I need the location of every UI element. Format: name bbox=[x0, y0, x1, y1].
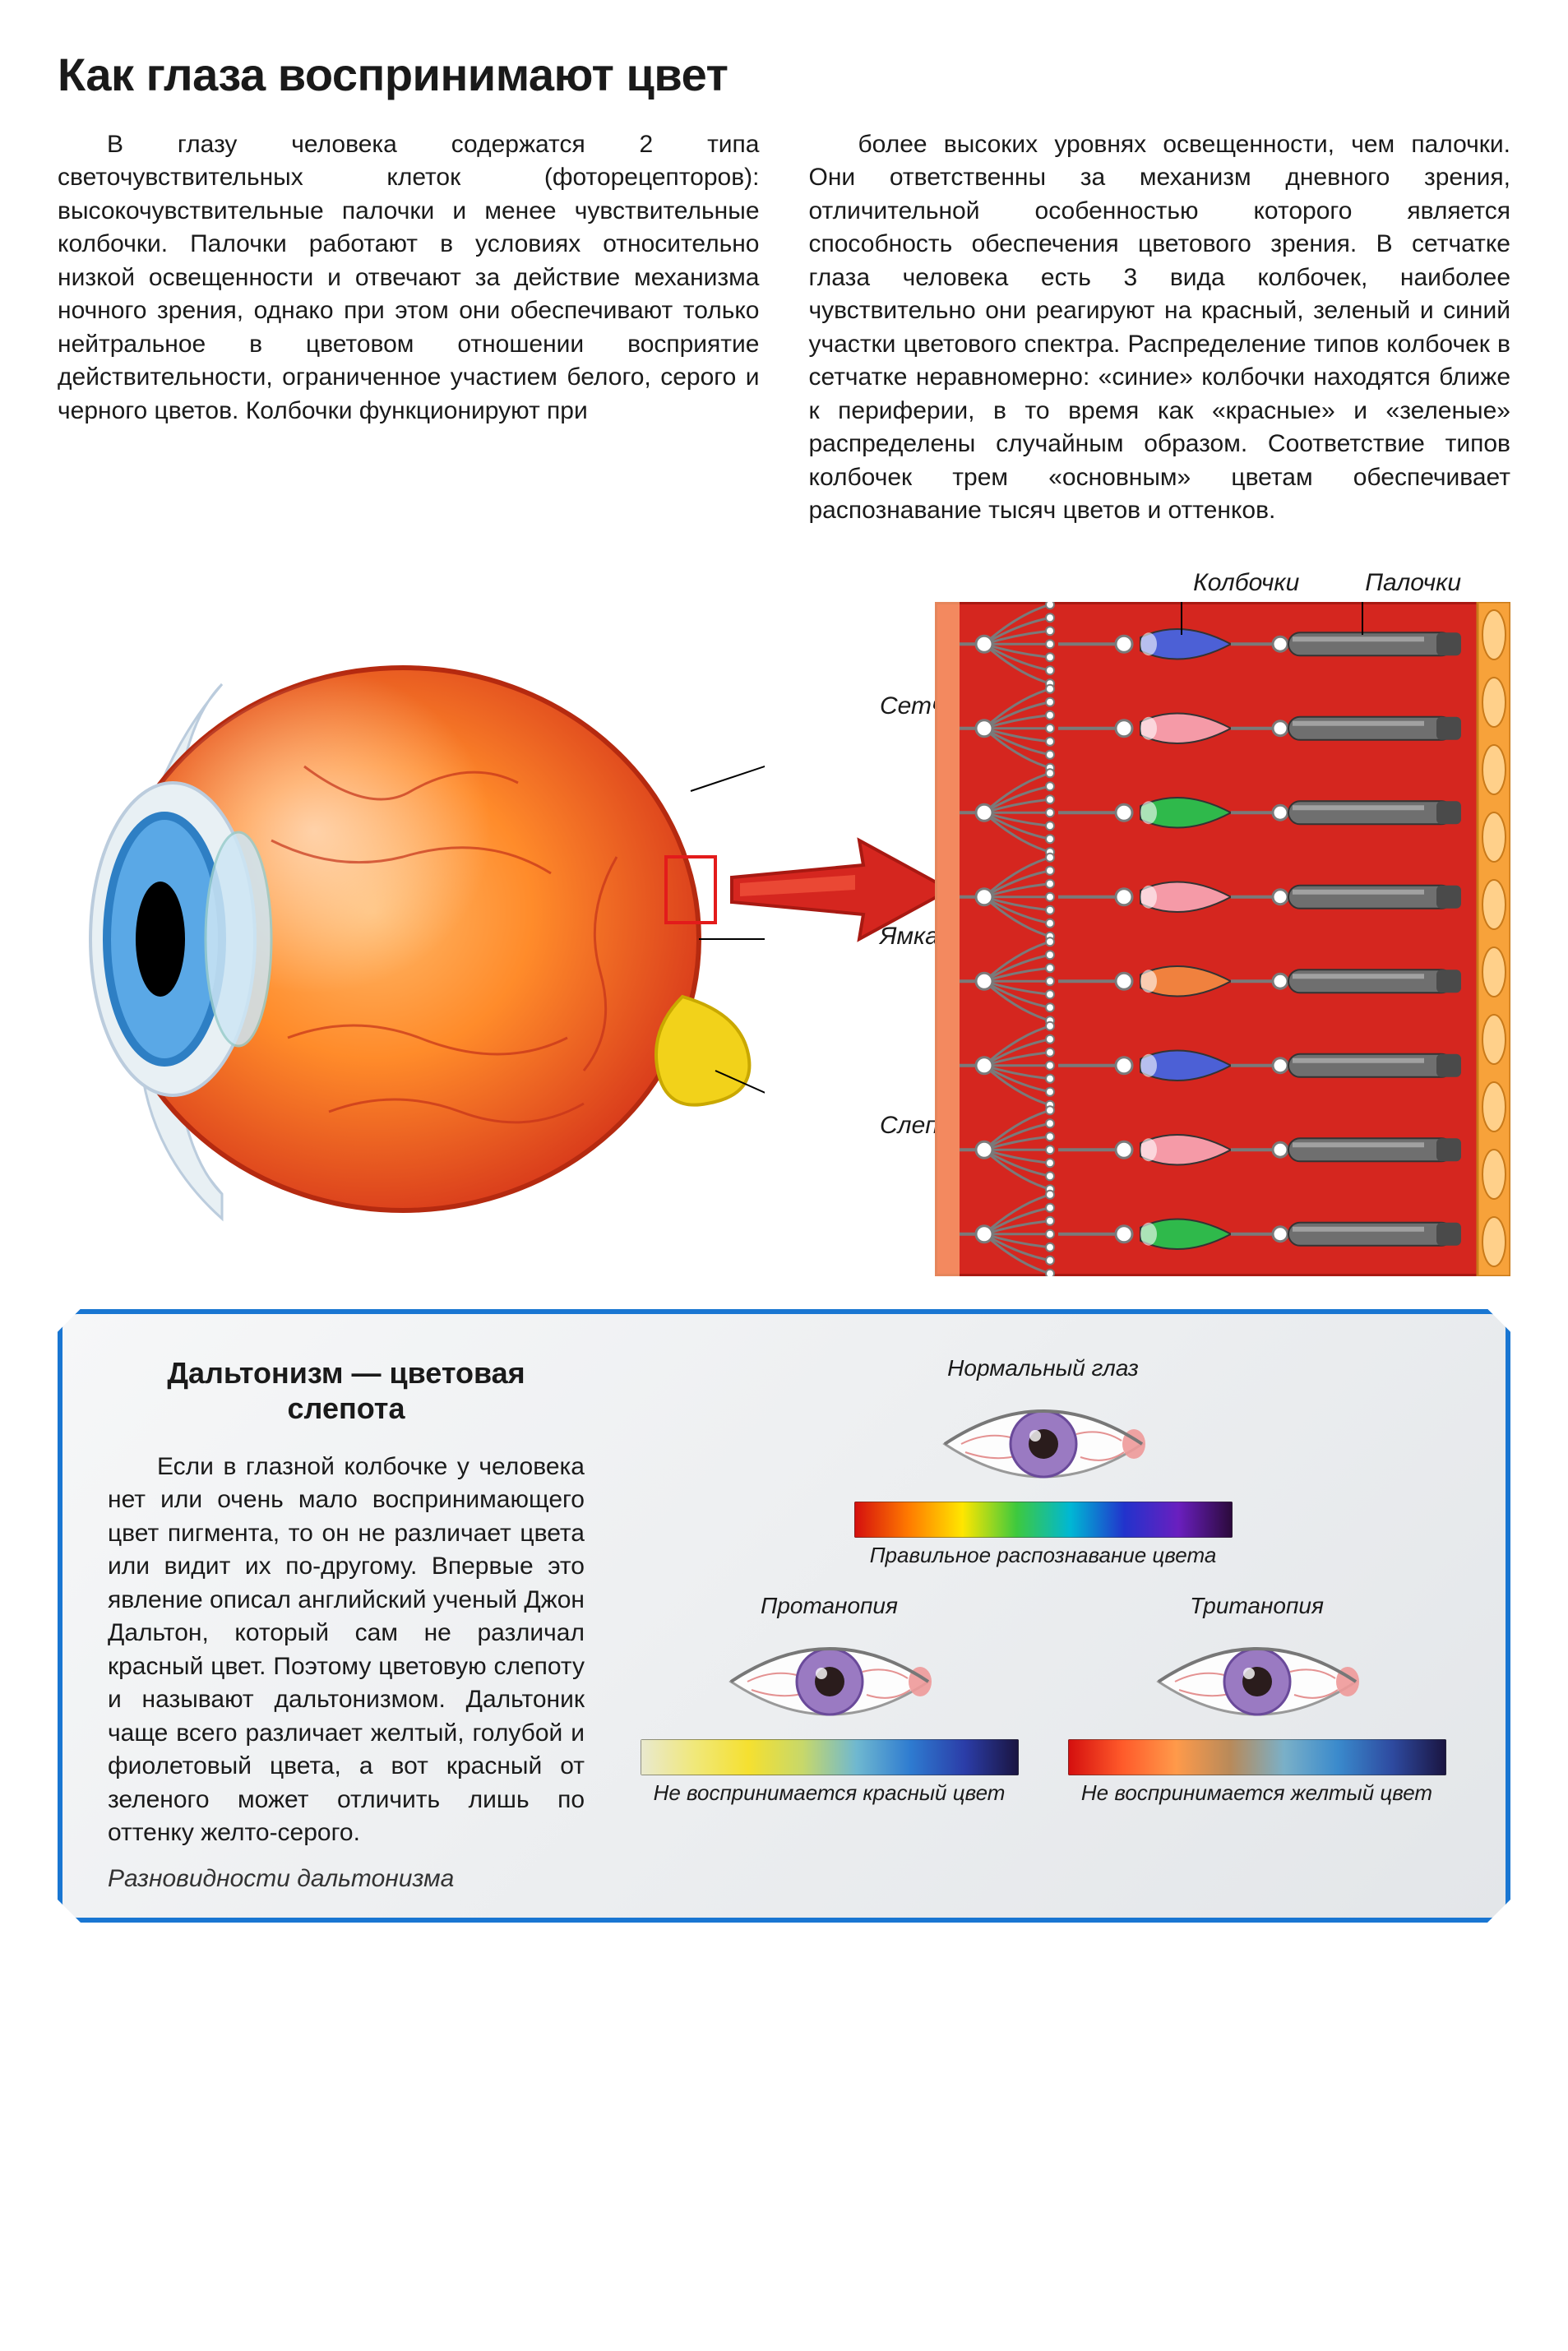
panel-title: Дальтонизм — цветовая слепота bbox=[108, 1355, 585, 1426]
label-cones: Колбочки bbox=[1193, 569, 1299, 597]
body-text: В глазу человека содержатся 2 типа свето… bbox=[58, 128, 1510, 528]
label-normal-eye: Нормальный глаз bbox=[947, 1355, 1139, 1381]
eye-icon-normal bbox=[937, 1386, 1150, 1502]
label-rods: Палочки bbox=[1365, 569, 1461, 597]
sub-normal: Правильное распознавание цвета bbox=[870, 1543, 1217, 1568]
retina-magnified bbox=[935, 602, 1510, 1276]
spectrum-normal bbox=[854, 1502, 1233, 1538]
spectrum-protan bbox=[641, 1739, 1019, 1775]
label-tritanopia: Тританопия bbox=[1190, 1593, 1324, 1619]
eye-icon-tritan bbox=[1150, 1624, 1364, 1739]
body-col2: более высоких уровнях освещенности, чем … bbox=[809, 128, 1511, 528]
panel-body: Если в глазной колбочке у человека нет и… bbox=[108, 1451, 585, 1850]
label-protanopia: Протанопия bbox=[761, 1593, 898, 1619]
sub-tritan: Не воспринимается желтый цвет bbox=[1081, 1780, 1432, 1806]
eye-cross-section bbox=[58, 627, 765, 1252]
daltonism-panel: Дальтонизм — цветовая слепота Если в гла… bbox=[58, 1309, 1510, 1923]
label-fovea: Ямка bbox=[880, 923, 939, 951]
sub-protan: Не воспринимается красный цвет bbox=[654, 1780, 1006, 1806]
eye-retina-diagram: Колбочки Палочки bbox=[58, 569, 1510, 1276]
spectrum-tritan bbox=[1068, 1739, 1446, 1775]
page-title: Как глаза воспринимают цвет bbox=[58, 49, 1510, 100]
panel-caption: Разновидности дальтонизма bbox=[108, 1865, 1460, 1893]
body-col1: В глазу человека содержатся 2 типа свето… bbox=[58, 128, 760, 428]
eye-icon-protan bbox=[723, 1624, 937, 1739]
